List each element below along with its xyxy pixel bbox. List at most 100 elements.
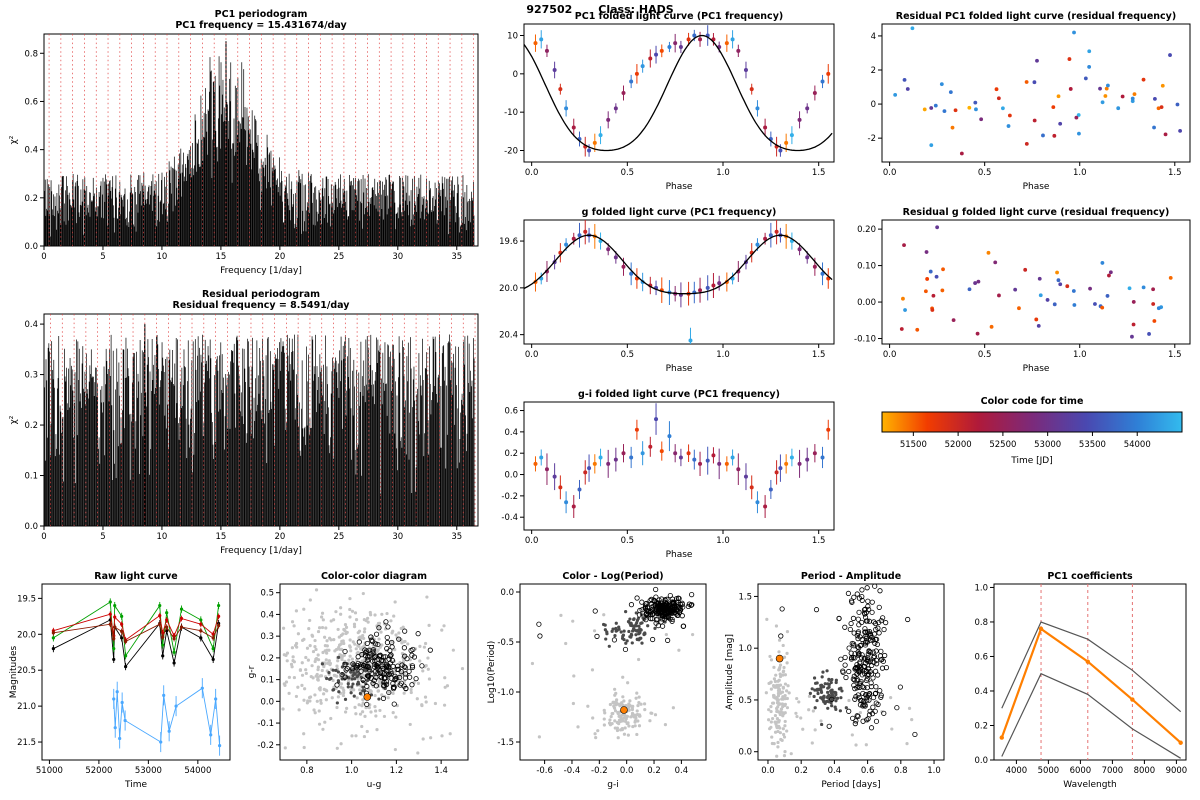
- chart-resid_g: 0.0 0.5 1.0 1.5 -0.10 0.00 0.10 0.20 Residual g …: [854, 207, 1191, 374]
- svg-text:0.4: 0.4: [24, 146, 38, 156]
- chart-color_logperiod: -0.6 -0.4 -0.2 0.0 0.2 0.4 0.0 -0.5 -1.0 -1.5 Colo…: [487, 571, 707, 790]
- svg-text:0.5: 0.5: [738, 696, 752, 706]
- chart-pc1_folded: 0.0 0.5 1.0 1.5 10 0 -10 -20 PC1 folded light cu…: [504, 11, 835, 192]
- chart-resid_pc1: 0.0 0.5 1.0 1.5 -2 0 2 4 Residual PC1 folded lig…: [868, 11, 1191, 192]
- svg-text:0.2: 0.2: [24, 194, 38, 204]
- svg-text:Period [days]: Period [days]: [821, 780, 880, 790]
- svg-text:Log10(Period): Log10(Period): [487, 641, 497, 704]
- svg-text:5000: 5000: [1038, 766, 1060, 776]
- svg-text:52000: 52000: [945, 440, 972, 450]
- svg-text:1.0: 1.0: [716, 350, 730, 360]
- svg-text:-10: -10: [504, 108, 518, 118]
- svg-text:0.5: 0.5: [621, 536, 635, 546]
- svg-text:Raw light curve: Raw light curve: [94, 571, 177, 582]
- svg-text:6000: 6000: [1070, 766, 1092, 776]
- svg-text:Frequency [1/day]: Frequency [1/day]: [220, 266, 302, 276]
- panel-g_folded: 0.0 0.5 1.0 1.5 19.6 20.0 20.4 g folded light c…: [494, 204, 842, 376]
- svg-text:0.0: 0.0: [525, 536, 539, 546]
- svg-text:1.5: 1.5: [812, 536, 826, 546]
- panel-pc1_folded: 0.0 0.5 1.0 1.5 10 0 -10 -20 PC1 folded light cu…: [494, 8, 842, 194]
- svg-text:0.0: 0.0: [883, 168, 897, 178]
- svg-text:1.0: 1.0: [1073, 168, 1087, 178]
- svg-text:0.6: 0.6: [504, 407, 518, 417]
- svg-text:-0.10: -0.10: [854, 335, 876, 345]
- svg-text:0.1: 0.1: [24, 472, 38, 482]
- svg-text:-1.5: -1.5: [497, 738, 514, 748]
- svg-text:0.5: 0.5: [260, 589, 274, 599]
- panel-resid_g: 0.0 0.5 1.0 1.5 -0.10 0.00 0.10 0.20 Residual g …: [852, 204, 1198, 376]
- svg-text:0: 0: [41, 532, 46, 542]
- svg-text:0.3: 0.3: [260, 632, 274, 642]
- svg-text:Color-color diagram: Color-color diagram: [321, 571, 427, 582]
- svg-text:0.8: 0.8: [894, 766, 908, 776]
- svg-text:-2: -2: [868, 134, 876, 144]
- svg-text:0.2: 0.2: [24, 421, 38, 431]
- svg-text:52500: 52500: [989, 440, 1016, 450]
- svg-text:54000: 54000: [184, 766, 211, 776]
- svg-text:0.5: 0.5: [621, 350, 635, 360]
- panel-gi_folded: 0.0 0.5 1.0 1.5 -0.4 -0.2 0.0 0.2 0.4 0.6 g-i fold…: [494, 386, 842, 562]
- svg-text:u-g: u-g: [367, 780, 382, 790]
- svg-text:0.4: 0.4: [504, 428, 518, 438]
- panel-residual_periodogram: 0 5 10 15 20 25 30 35 0.0 0.1 0.2 0.3 0.4 Residual pe…: [6, 286, 488, 560]
- svg-text:Amplitude [mag]: Amplitude [mag]: [725, 634, 735, 710]
- svg-text:51500: 51500: [900, 440, 927, 450]
- svg-text:0: 0: [41, 252, 46, 262]
- svg-text:1.2: 1.2: [390, 766, 404, 776]
- svg-text:52000: 52000: [85, 766, 112, 776]
- object-class: Class: HADS: [598, 3, 674, 16]
- svg-text:Phase: Phase: [666, 364, 693, 374]
- svg-text:21.0: 21.0: [17, 702, 36, 712]
- svg-text:7000: 7000: [1102, 766, 1124, 776]
- panel-pc1_periodogram: 0 5 10 15 20 25 30 35 0.0 0.2 0.4 0.6 0.8 PC1 periodo…: [6, 6, 488, 280]
- svg-text:1.0: 1.0: [345, 766, 359, 776]
- svg-text:53000: 53000: [135, 766, 162, 776]
- svg-text:Phase: Phase: [1023, 364, 1050, 374]
- svg-text:Period - Amplitude: Period - Amplitude: [801, 571, 901, 582]
- svg-text:5: 5: [100, 252, 105, 262]
- svg-text:1.0: 1.0: [716, 168, 730, 178]
- panel-period_amplitude: 0.0 0.2 0.4 0.6 0.8 1.0 0.0 0.5 1.0 1.5 Period - A…: [722, 568, 952, 796]
- svg-text:1.5: 1.5: [1168, 168, 1182, 178]
- svg-text:-0.4: -0.4: [564, 766, 581, 776]
- svg-text:Wavelength: Wavelength: [1063, 780, 1116, 790]
- svg-text:30: 30: [392, 532, 403, 542]
- svg-text:0.6: 0.6: [974, 652, 988, 662]
- chart-residual_periodogram: 0 5 10 15 20 25 30 35 0.0 0.1 0.2 0.3 0.4 Residual pe…: [9, 289, 479, 556]
- svg-text:0.8: 0.8: [24, 49, 38, 59]
- svg-text:Residual frequency = 8.5491/da: Residual frequency = 8.5491/day: [173, 300, 351, 311]
- figure-title: 927502 Class: HADS: [526, 3, 673, 16]
- svg-text:0.5: 0.5: [621, 168, 635, 178]
- object-id: 927502: [526, 3, 573, 16]
- svg-text:Phase: Phase: [666, 550, 693, 560]
- svg-text:0.0: 0.0: [525, 168, 539, 178]
- svg-text:-0.6: -0.6: [536, 766, 553, 776]
- svg-text:10: 10: [507, 32, 518, 42]
- svg-text:35: 35: [451, 252, 462, 262]
- svg-text:Residual periodogram: Residual periodogram: [202, 289, 320, 300]
- svg-text:-0.5: -0.5: [497, 638, 514, 648]
- svg-text:54000: 54000: [1124, 440, 1151, 450]
- svg-text:0.0: 0.0: [883, 350, 897, 360]
- svg-text:0.2: 0.2: [794, 766, 808, 776]
- svg-text:0.8: 0.8: [974, 618, 988, 628]
- svg-text:0.6: 0.6: [24, 97, 38, 107]
- svg-text:20.5: 20.5: [17, 666, 36, 676]
- svg-text:Time: Time: [124, 780, 147, 790]
- svg-text:1.5: 1.5: [812, 350, 826, 360]
- svg-text:g-i: g-i: [607, 780, 618, 790]
- chart-g_folded: 0.0 0.5 1.0 1.5 19.6 20.0 20.4 g folded light c…: [499, 207, 835, 374]
- chart-pc1_coefficients: 4000 5000 6000 7000 8000 9000 0.0 0.2 0.4 0.6 0.8 1…: [974, 571, 1187, 790]
- svg-text:g-r: g-r: [247, 665, 257, 678]
- svg-text:19.5: 19.5: [17, 594, 36, 604]
- svg-text:10: 10: [157, 252, 168, 262]
- svg-text:0.0: 0.0: [504, 471, 518, 481]
- svg-text:0.8: 0.8: [300, 766, 314, 776]
- panel-resid_pc1: 0.0 0.5 1.0 1.5 -2 0 2 4 Residual PC1 folded lig…: [852, 8, 1198, 194]
- svg-text:Magnitudes: Magnitudes: [9, 646, 19, 699]
- svg-text:PC1 folded light curve (PC1 fr: PC1 folded light curve (PC1 frequency): [575, 11, 783, 22]
- svg-text:0.4: 0.4: [675, 766, 689, 776]
- svg-text:0.20: 0.20: [857, 225, 876, 235]
- svg-text:0.6: 0.6: [861, 766, 875, 776]
- svg-text:χ²: χ²: [9, 415, 19, 424]
